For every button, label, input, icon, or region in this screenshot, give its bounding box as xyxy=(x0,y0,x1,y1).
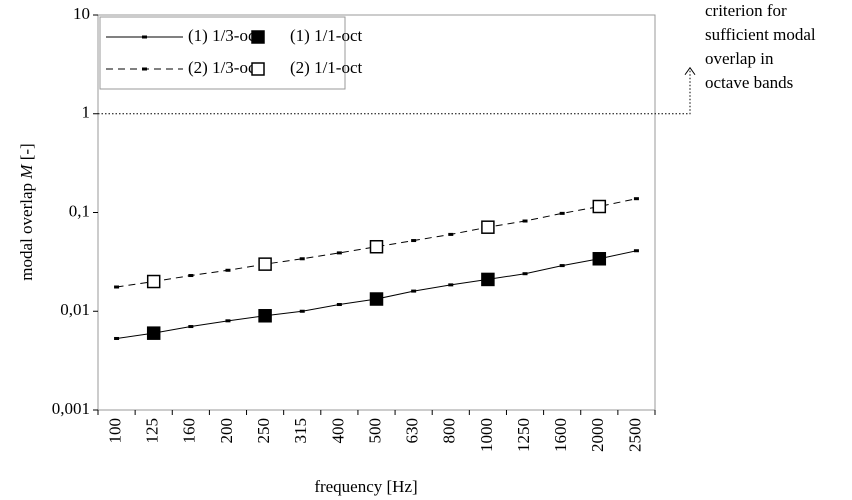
x-axis-label: frequency [Hz] xyxy=(314,477,417,496)
marker xyxy=(258,257,272,271)
marker xyxy=(369,292,384,306)
annotation-line: octave bands xyxy=(705,73,793,92)
y-axis-label: modal overlap M [-] xyxy=(17,143,36,280)
x-tick-label: 250 xyxy=(254,418,273,444)
marker xyxy=(411,289,417,293)
marker xyxy=(411,239,417,243)
y-tick-label: 0,01 xyxy=(60,300,90,319)
legend-label: (1) 1/3-oct xyxy=(188,26,261,45)
marker xyxy=(633,197,639,201)
marker xyxy=(114,285,120,289)
annotation: criterion for sufficient modal overlap in o… xyxy=(705,1,816,92)
legend-box xyxy=(99,16,346,90)
annotation-line: sufficient modal xyxy=(705,25,816,44)
criterion-line xyxy=(98,68,691,115)
marker xyxy=(299,257,305,261)
y-tick-label: 0,001 xyxy=(52,399,90,418)
marker xyxy=(258,309,272,323)
x-tick-label: 1000 xyxy=(477,418,496,452)
marker xyxy=(369,239,384,254)
x-tick-label: 1600 xyxy=(551,418,570,452)
marker xyxy=(522,272,528,276)
x-tick-label: 200 xyxy=(217,418,236,444)
marker xyxy=(448,283,454,287)
legend-marker xyxy=(251,30,265,44)
annotation-line: overlap in xyxy=(705,49,774,68)
x-tick-label: 500 xyxy=(365,418,384,444)
x-tick-label: 800 xyxy=(440,418,459,444)
x-tick-label: 100 xyxy=(105,418,124,444)
marker xyxy=(146,326,161,340)
marker xyxy=(336,303,342,307)
marker xyxy=(481,272,495,287)
marker xyxy=(592,252,607,266)
y-label-text: modal overlap xyxy=(17,179,36,281)
legend-marker xyxy=(142,35,147,39)
marker xyxy=(299,309,305,313)
legend-label: (2) 1/1-oct xyxy=(290,58,363,77)
y-tick-label: 1 xyxy=(82,103,91,122)
marker xyxy=(114,336,120,340)
marker xyxy=(188,274,194,278)
x-tick-label: 1250 xyxy=(514,418,533,452)
legend-label: (2) 1/3-oct xyxy=(188,58,261,77)
x-tick-label: 125 xyxy=(143,418,162,444)
y-label-unit: [-] xyxy=(17,143,36,164)
marker xyxy=(522,219,528,223)
marker xyxy=(592,199,607,214)
x-tick-label: 160 xyxy=(180,418,199,444)
x-tick-label: 315 xyxy=(291,418,310,444)
y-label-symbol: M xyxy=(17,164,36,180)
marker xyxy=(481,220,495,234)
x-tick-label: 2000 xyxy=(588,418,607,452)
legend-label: (1) 1/1-oct xyxy=(290,26,363,45)
legend-marker xyxy=(251,62,265,76)
marker xyxy=(633,249,639,253)
marker xyxy=(146,274,161,289)
marker xyxy=(225,319,231,323)
annotation-line: criterion for xyxy=(705,1,787,20)
x-tick-label: 400 xyxy=(328,418,347,444)
x-tick-label: 630 xyxy=(403,418,422,444)
series-line xyxy=(116,198,637,288)
x-tick-label: 2500 xyxy=(625,418,644,452)
marker xyxy=(559,264,565,268)
y-tick-label: 0,1 xyxy=(69,201,90,220)
marker xyxy=(559,211,565,215)
y-tick-label: 10 xyxy=(73,4,90,23)
marker xyxy=(448,232,454,236)
marker xyxy=(225,268,231,272)
marker xyxy=(336,251,342,255)
legend-marker xyxy=(142,67,147,71)
marker xyxy=(188,325,194,329)
criterion-arrow xyxy=(684,66,696,76)
